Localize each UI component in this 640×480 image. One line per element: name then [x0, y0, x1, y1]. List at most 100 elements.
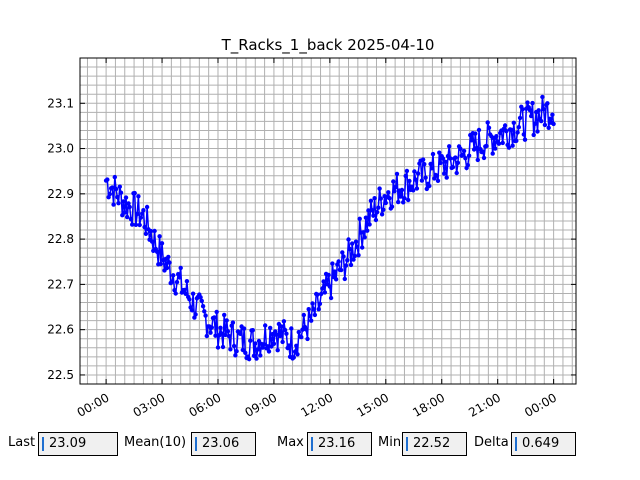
- data-point: [338, 267, 344, 273]
- data-point: [295, 352, 300, 357]
- data-point: [342, 276, 347, 282]
- data-point: [504, 128, 509, 134]
- data-point: [328, 295, 334, 301]
- data-point: [305, 336, 310, 342]
- data-point: [126, 201, 131, 206]
- data-point: [516, 125, 521, 130]
- min-value-field[interactable]: 22.52: [402, 432, 467, 456]
- data-point: [475, 157, 480, 163]
- data-point: [511, 120, 516, 126]
- data-point: [279, 324, 284, 329]
- data-point: [189, 308, 195, 313]
- data-point: [248, 338, 253, 343]
- data-point: [484, 143, 489, 149]
- data-point: [502, 123, 508, 128]
- data-point: [240, 347, 245, 353]
- data-point: [369, 208, 375, 213]
- data-point: [253, 341, 258, 346]
- data-point: [521, 132, 526, 137]
- data-point: [438, 160, 443, 166]
- data-point: [357, 216, 362, 221]
- data-point: [173, 291, 178, 296]
- data-point: [158, 261, 163, 267]
- data-point: [434, 173, 439, 178]
- y-tick-label: 22.9: [47, 187, 74, 201]
- data-point: [223, 332, 228, 338]
- last-label: Last: [8, 435, 36, 450]
- last-value-field[interactable]: 23.09: [38, 432, 118, 456]
- data-point: [360, 245, 365, 250]
- data-point: [304, 327, 309, 332]
- data-point: [365, 228, 370, 233]
- data-point: [110, 185, 115, 190]
- data-point: [317, 301, 323, 306]
- data-point: [144, 204, 150, 210]
- data-point: [529, 113, 534, 119]
- data-point: [413, 177, 418, 182]
- data-point: [167, 260, 172, 265]
- data-point: [209, 325, 214, 330]
- data-point: [392, 189, 397, 194]
- chart-title: T_Racks_1_back 2025-04-10: [221, 36, 435, 55]
- data-point: [171, 273, 176, 278]
- data-point: [136, 194, 141, 199]
- x-tick-label: 06:00: [187, 390, 224, 419]
- data-point: [289, 326, 294, 331]
- data-point: [140, 211, 145, 216]
- data-point: [265, 344, 270, 349]
- data-point: [448, 156, 453, 161]
- data-point: [121, 199, 126, 204]
- data-point: [350, 241, 355, 246]
- data-point: [530, 100, 535, 106]
- data-point: [469, 138, 474, 143]
- chart-area: 22.5 22.6 22.7 22.8 22.9 23.0 23.1 00:00 03:00 06…: [47, 36, 577, 420]
- data-point: [546, 125, 551, 130]
- y-tick-label: 23.1: [47, 96, 74, 110]
- data-point: [486, 125, 492, 130]
- data-point: [306, 307, 311, 312]
- y-tick-label: 22.5: [47, 368, 74, 382]
- data-point: [256, 338, 262, 344]
- data-point: [476, 127, 482, 133]
- data-point: [309, 318, 314, 323]
- data-point: [234, 349, 239, 354]
- data-point: [454, 170, 459, 176]
- data-point: [367, 222, 372, 227]
- data-point: [348, 262, 354, 268]
- x-tick-label: 15:00: [354, 390, 391, 419]
- data-point: [200, 304, 206, 309]
- data-point: [166, 254, 171, 260]
- data-point: [362, 235, 367, 240]
- delta-value-field[interactable]: 0.649: [511, 432, 576, 456]
- data-point: [184, 279, 190, 284]
- data-point: [122, 210, 128, 215]
- data-point: [310, 301, 315, 306]
- data-point: [398, 194, 403, 199]
- data-point: [386, 190, 391, 195]
- data-point: [493, 146, 498, 151]
- data-point: [112, 174, 118, 180]
- mean-value-field[interactable]: 23.06: [191, 432, 256, 456]
- y-tick-label: 22.7: [47, 277, 74, 291]
- data-point: [125, 214, 130, 220]
- data-point: [199, 298, 204, 304]
- data-point: [506, 145, 512, 150]
- data-point: [241, 326, 247, 331]
- data-point: [540, 94, 545, 100]
- data-point: [231, 343, 237, 349]
- data-point: [260, 345, 265, 350]
- data-point: [230, 320, 236, 325]
- data-point: [550, 112, 555, 117]
- data-point: [551, 121, 556, 127]
- data-point: [379, 212, 385, 217]
- data-point: [316, 307, 321, 312]
- data-point: [463, 156, 468, 161]
- data-point: [213, 333, 218, 338]
- data-point: [327, 284, 333, 289]
- data-point: [473, 131, 478, 136]
- max-value-field[interactable]: 23.16: [307, 432, 372, 456]
- data-point: [541, 107, 546, 112]
- data-point: [465, 163, 470, 168]
- data-point: [485, 120, 490, 125]
- data-point: [432, 176, 437, 181]
